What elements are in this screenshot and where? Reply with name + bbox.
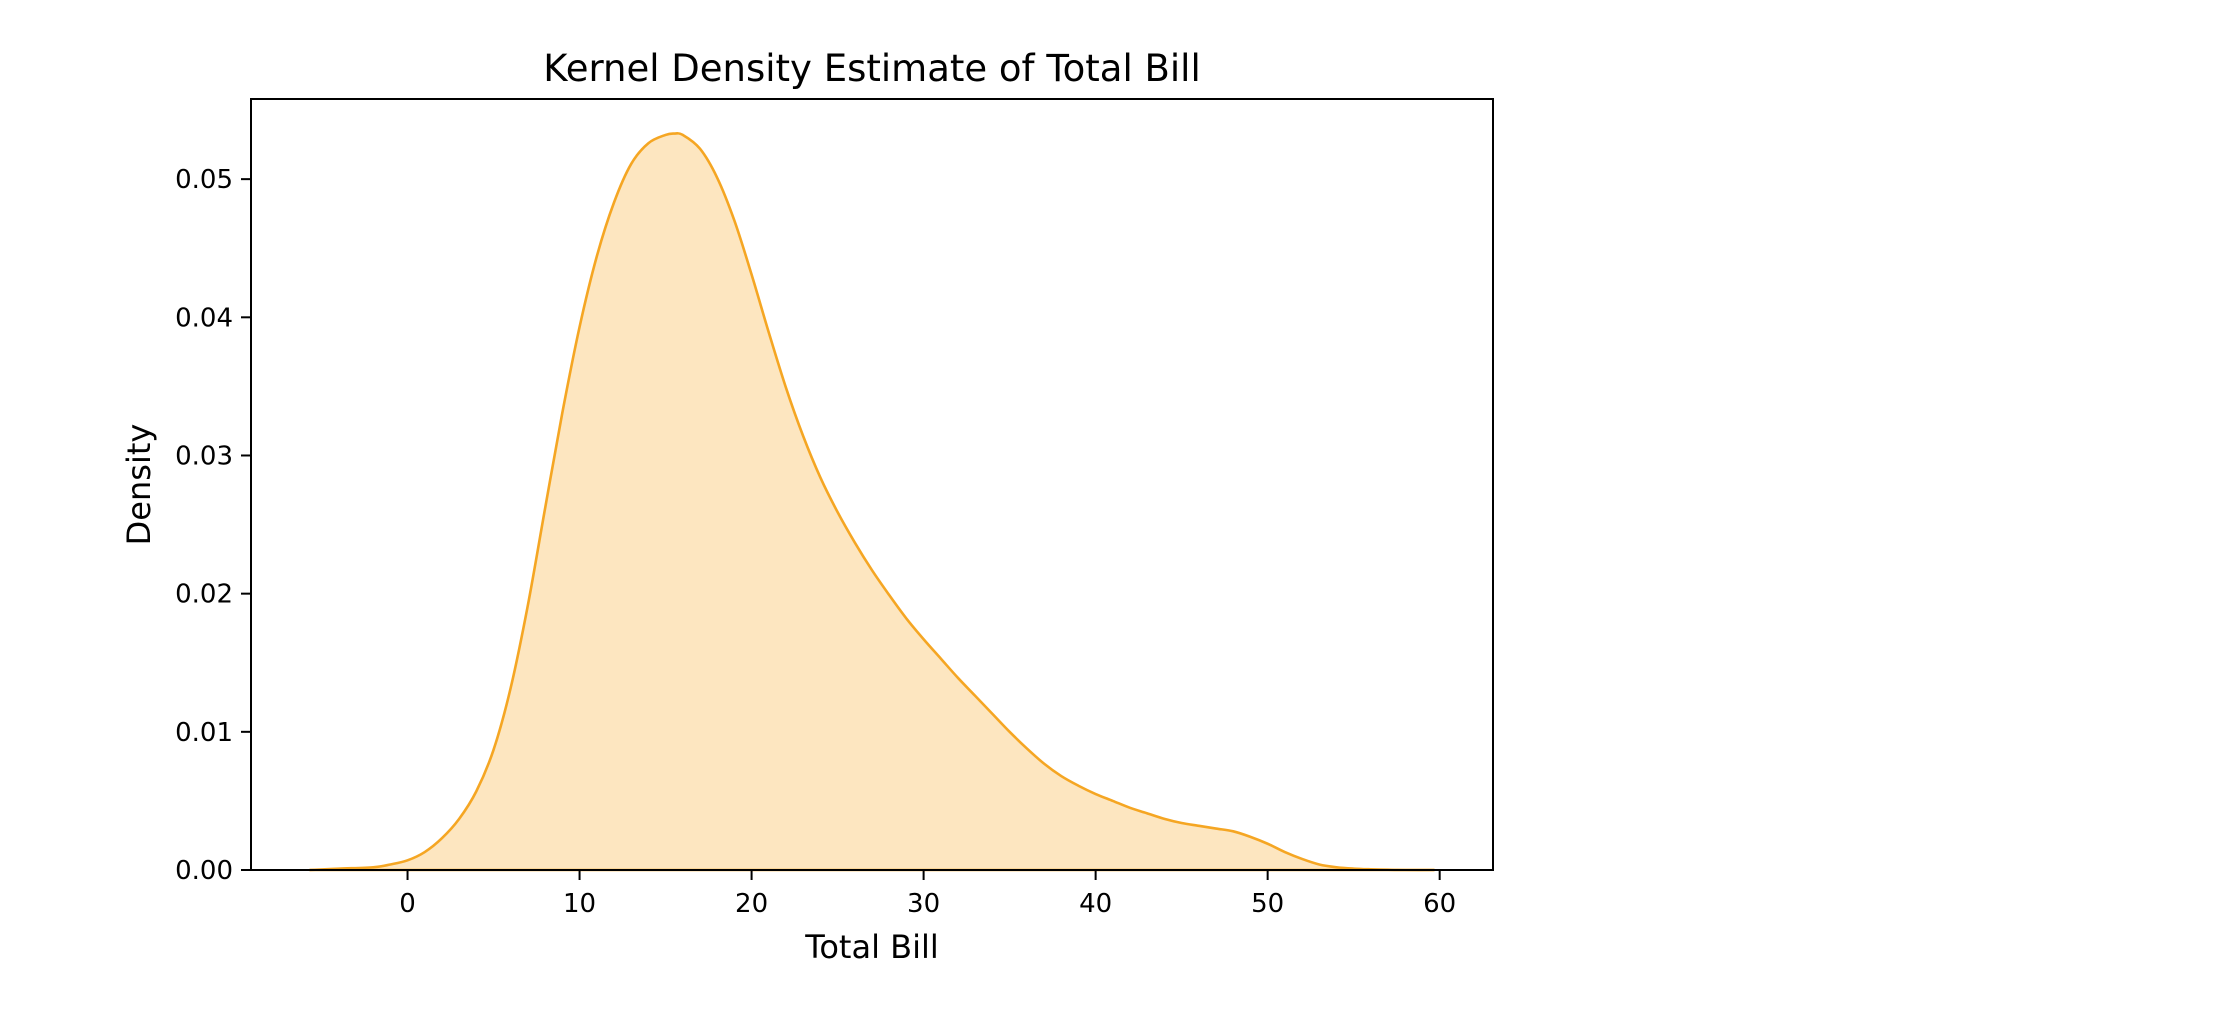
- y-tick-label: 0.00: [175, 856, 233, 886]
- density-area-fill: [309, 133, 1435, 871]
- x-tick-label: 40: [1079, 889, 1112, 919]
- density-curve-line: [309, 131, 1435, 872]
- y-axis-ticks: 0.00 0.01 0.02 0.03 0.04 0.05: [175, 165, 251, 886]
- x-tick-label: 10: [563, 889, 596, 919]
- x-axis-label: Total Bill: [804, 928, 939, 966]
- chart-title: Kernel Density Estimate of Total Bill: [543, 47, 1200, 90]
- x-axis-ticks: 0 10 20 30 40 50 60: [399, 870, 1456, 919]
- x-tick-label: 60: [1423, 889, 1456, 919]
- x-tick-label: 30: [907, 889, 940, 919]
- y-tick-label: 0.01: [175, 718, 233, 748]
- x-tick-label: 0: [399, 889, 416, 919]
- y-axis-label: Density: [120, 424, 158, 546]
- x-tick-label: 50: [1251, 889, 1284, 919]
- y-tick-label: 0.04: [175, 303, 233, 333]
- y-tick-label: 0.05: [175, 165, 233, 195]
- y-tick-label: 0.03: [175, 441, 233, 471]
- axes-frame: [250, 98, 1494, 871]
- y-tick-label: 0.02: [175, 580, 233, 610]
- x-tick-label: 20: [735, 889, 768, 919]
